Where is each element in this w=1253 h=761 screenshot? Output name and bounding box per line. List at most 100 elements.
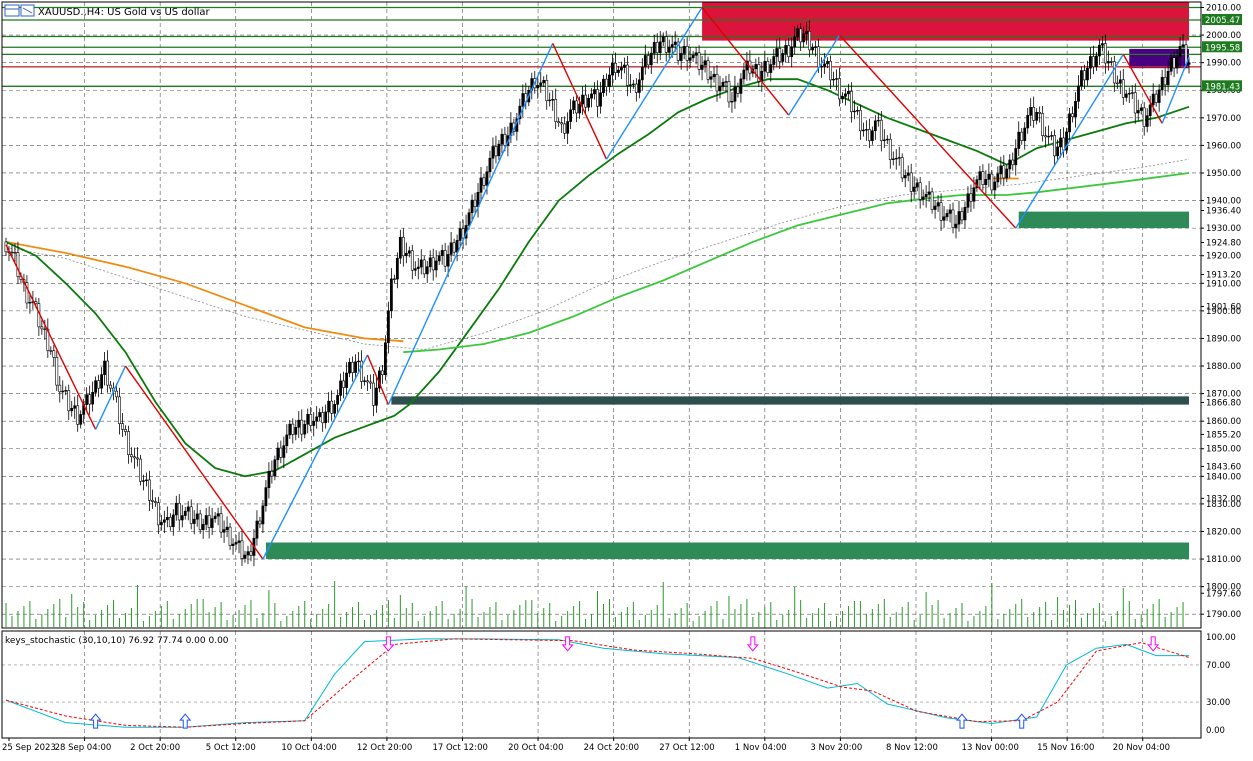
candle-body <box>835 78 838 80</box>
candle-body <box>1121 79 1125 98</box>
candle-body <box>763 61 767 72</box>
candle-body <box>440 250 444 256</box>
candle-body <box>667 46 671 53</box>
chart-window-icon-2-line <box>22 7 33 14</box>
candle-body <box>407 250 411 254</box>
candle-body <box>419 259 423 268</box>
candle-body <box>661 36 665 43</box>
y-tick-label: 1830.00 <box>1206 500 1241 510</box>
candle-body <box>611 62 614 76</box>
candle-body <box>76 405 80 425</box>
candle-body <box>291 423 295 435</box>
candle-body <box>1100 43 1104 46</box>
candle-body <box>856 110 859 112</box>
candle-body <box>646 55 650 66</box>
zone-demand-upper[interactable] <box>1018 211 1190 229</box>
candle-body <box>1133 92 1137 114</box>
candle-body <box>213 515 217 519</box>
candle-body <box>882 139 886 141</box>
price-tag-label: 1981.43 <box>1205 82 1240 92</box>
candle-body <box>847 91 850 95</box>
candle-body <box>542 80 546 84</box>
candle-body <box>413 268 417 271</box>
candle-body <box>192 518 196 524</box>
y-tick-label: 1940.00 <box>1206 197 1241 207</box>
candle-body <box>1074 101 1077 118</box>
candle-body <box>628 84 632 86</box>
symbol-header: XAUUSD.,H4: US Gold vs US dollar <box>4 4 210 18</box>
candle-body <box>1008 159 1012 170</box>
zigzag-leg-down <box>124 365 264 560</box>
candle-body <box>150 500 154 502</box>
candle-body <box>775 48 779 57</box>
candle-body <box>1026 115 1030 129</box>
ma-green-slow[interactable] <box>403 172 1190 354</box>
candle-body <box>330 400 334 414</box>
candle-body <box>336 395 340 405</box>
candle-body <box>174 502 178 516</box>
candle-body <box>327 400 331 413</box>
ma-grey-dotted[interactable] <box>5 158 1190 350</box>
candle-body <box>488 157 492 173</box>
y-tick-label: 1924.80 <box>1206 238 1241 248</box>
main-panel-border <box>1 1 1202 629</box>
candle-body <box>587 97 590 108</box>
candle-body <box>354 361 357 373</box>
zone-dark[interactable] <box>391 396 1190 405</box>
stoch-level-label: 70.00 <box>1206 661 1230 671</box>
candle-body <box>563 123 567 134</box>
candle-body <box>999 165 1003 175</box>
ma-green-fast[interactable] <box>5 78 1190 478</box>
zone-supply[interactable] <box>702 2 1190 41</box>
candle-body <box>1032 106 1036 121</box>
candle-body <box>67 390 71 412</box>
y-tick-label: 1850.00 <box>1206 445 1241 455</box>
candle-body <box>790 46 794 57</box>
zone-demand-lower[interactable] <box>265 542 1190 560</box>
candle-body <box>381 370 384 376</box>
candle-body <box>142 480 145 482</box>
candle-body <box>348 361 351 374</box>
candle-body <box>915 182 919 188</box>
candle-body <box>375 387 378 406</box>
candle-body <box>1083 70 1086 81</box>
candle-body <box>596 89 599 107</box>
candle-body <box>867 129 871 141</box>
candle-body <box>888 138 892 160</box>
candle-body <box>969 193 973 202</box>
ma-orange[interactable] <box>5 241 404 343</box>
candle-body <box>799 28 803 43</box>
candle-body <box>240 540 244 559</box>
candle-body <box>491 146 495 159</box>
candle-body <box>201 524 205 531</box>
candle-body <box>1077 85 1080 102</box>
candle-body <box>942 216 946 221</box>
candle-body <box>1130 92 1134 94</box>
candle-body <box>1163 76 1167 86</box>
candle-body <box>103 360 106 375</box>
candle-body <box>1118 79 1122 84</box>
candle-body <box>106 360 109 386</box>
candle-body <box>787 45 791 57</box>
candle-body <box>246 551 250 556</box>
candle-body <box>243 554 247 559</box>
stoch-signal-line <box>5 638 1190 728</box>
y-tick-label: 1843.60 <box>1206 462 1241 472</box>
candle-body <box>288 423 292 436</box>
candle-body <box>545 80 549 102</box>
candle-body <box>945 213 949 218</box>
candle-body <box>1047 135 1051 138</box>
candle-body <box>449 242 453 255</box>
candle-body <box>826 61 829 65</box>
candle-body <box>458 228 462 241</box>
candle-body <box>1112 61 1116 84</box>
candle-body <box>189 506 193 524</box>
price-tag-label: 2005.47 <box>1205 16 1240 26</box>
candle-body <box>649 52 653 66</box>
x-tick-label: 20 Nov 04:00 <box>1113 743 1170 753</box>
x-tick-label: 2 Oct 20:00 <box>130 743 180 753</box>
candle-body <box>494 146 498 157</box>
candle-body <box>640 66 644 81</box>
